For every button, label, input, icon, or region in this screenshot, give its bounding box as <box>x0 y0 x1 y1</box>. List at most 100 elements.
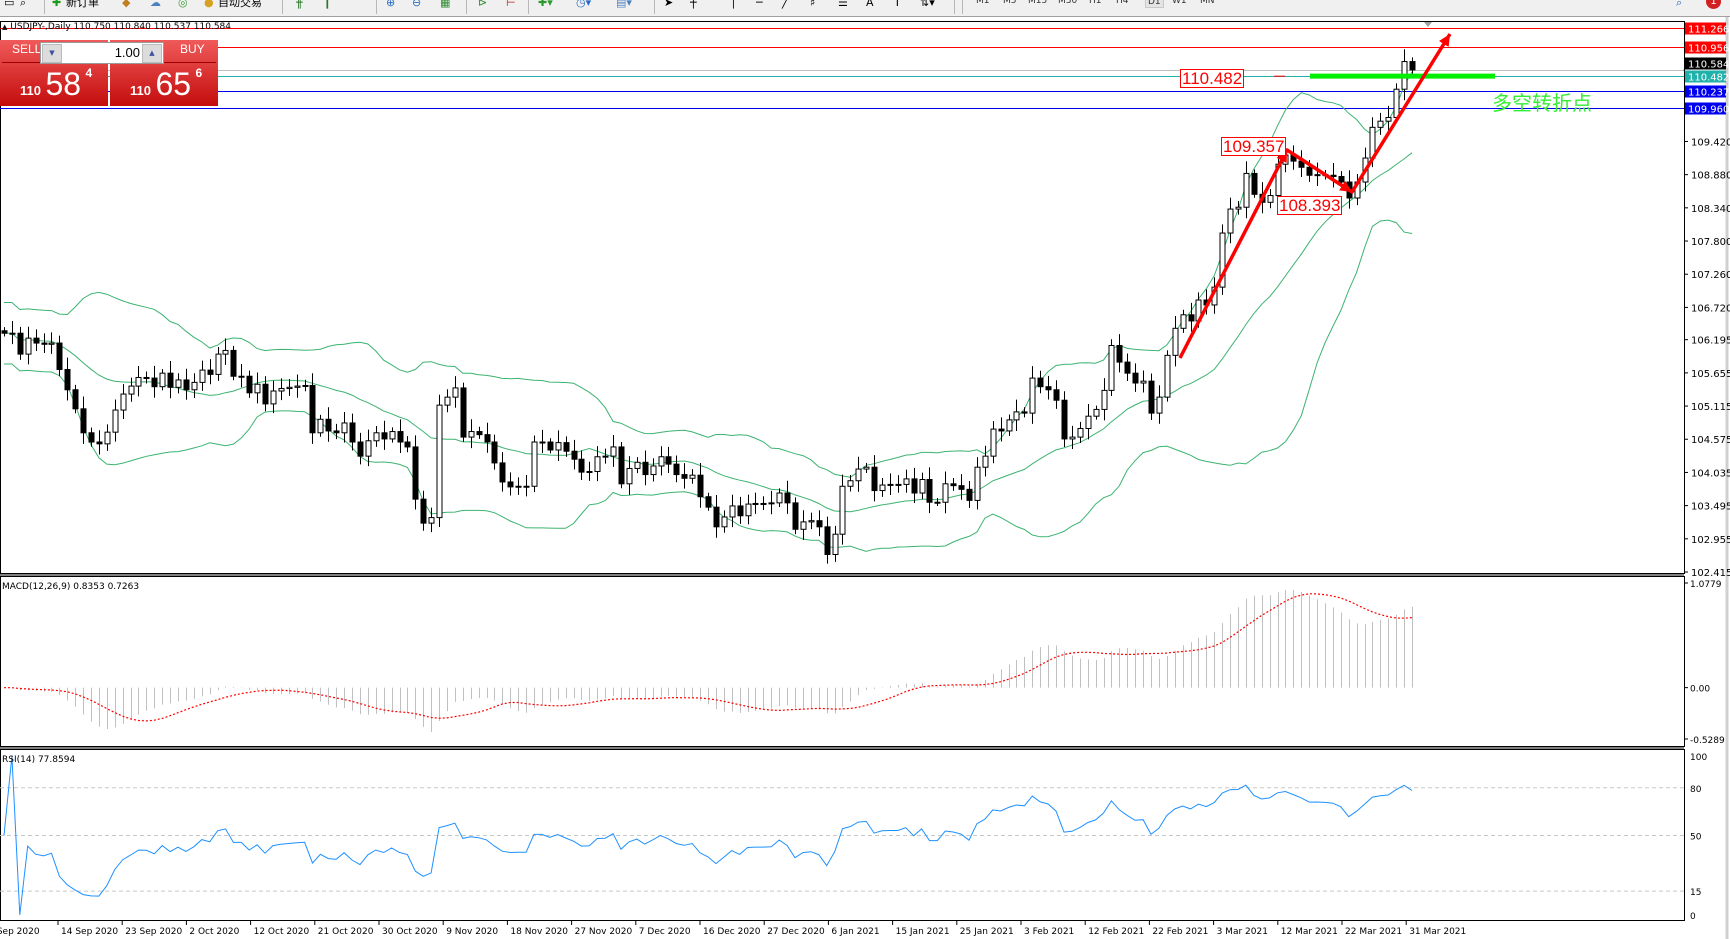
arrows-icon[interactable]: ⇅▾ <box>920 0 935 9</box>
bull-candle-body <box>48 342 55 345</box>
chart-icon[interactable]: ▭ <box>4 0 15 9</box>
bull-candle-body <box>610 446 617 457</box>
collapse-triangle-icon[interactable]: ▲ <box>2 23 8 31</box>
trendline-icon[interactable]: ╱ <box>782 0 789 9</box>
bear-candle-body <box>460 387 467 438</box>
search-icon[interactable]: ⌕ <box>1676 0 1683 9</box>
bull-candle-body <box>839 485 846 535</box>
candle <box>183 368 190 400</box>
fibonacci-icon[interactable]: ♯ <box>810 0 816 9</box>
candle <box>309 373 316 444</box>
bear-candle-body <box>357 441 364 457</box>
candle <box>199 360 206 391</box>
cursor-icon[interactable]: ➤ <box>664 0 674 9</box>
candle <box>792 497 799 535</box>
auto-trading-icon[interactable]: ● <box>204 0 214 9</box>
history-center-icon[interactable]: ◆ <box>122 0 131 9</box>
channel-icon[interactable]: ☰ <box>838 0 848 9</box>
candle <box>571 439 578 470</box>
timeframe-h1[interactable]: H1 <box>1089 0 1102 6</box>
signals-icon[interactable]: ◎ <box>178 0 188 9</box>
candlestick-icon[interactable]: ┃ <box>324 0 331 9</box>
lot-input[interactable] <box>62 44 140 60</box>
options-icon[interactable]: ☁ <box>150 0 161 9</box>
candle <box>278 378 285 401</box>
vertical-line-icon[interactable]: │ <box>730 0 737 9</box>
bear-candle-body <box>246 375 253 394</box>
candle <box>1243 161 1250 219</box>
notification-badge[interactable]: 1 <box>1706 0 1721 9</box>
templates-icon[interactable]: ▤▾ <box>616 0 632 9</box>
timeframe-m15[interactable]: M15 <box>1028 0 1048 6</box>
x-tick-label: 18 Nov 2020 <box>510 927 568 937</box>
timeframe-h4[interactable]: H4 <box>1116 0 1129 6</box>
crosshair-icon[interactable]: ┼ <box>690 0 697 9</box>
candle <box>1385 105 1392 132</box>
price-tick-label: 104.035 <box>1691 468 1730 479</box>
timeframe-mn[interactable]: MN <box>1200 0 1215 6</box>
candle <box>254 372 261 404</box>
candle <box>1377 112 1384 135</box>
autoscroll-icon[interactable]: ⊳ <box>478 0 488 9</box>
zoom-window-icon[interactable]: ⌕ <box>20 0 27 9</box>
bull-candle-body <box>270 390 277 405</box>
trough-price-label[interactable]: 108.393 <box>1277 196 1343 215</box>
bear-candle-body <box>1053 389 1060 401</box>
x-tick-label: 22 Feb 2021 <box>1152 927 1208 937</box>
text-icon[interactable]: A <box>866 0 874 9</box>
candle <box>468 419 475 449</box>
timeframe-m1[interactable]: M1 <box>976 0 990 6</box>
bear-candle-body <box>1148 380 1155 414</box>
peak-price-label[interactable]: 109.357 <box>1221 137 1287 156</box>
zoom-out-icon[interactable]: ⊖ <box>412 0 422 9</box>
pivot-point-label[interactable]: 多空转折点 <box>1492 91 1592 115</box>
candle <box>839 474 846 545</box>
candle <box>238 363 245 388</box>
bull-candle-body <box>341 422 348 434</box>
x-tick-label: 12 Oct 2020 <box>254 927 310 937</box>
level-price-label[interactable]: 110.482 <box>1180 69 1245 88</box>
new-order-icon[interactable]: ✚ <box>52 0 62 9</box>
rsi-tick-label: 80 <box>1690 785 1702 795</box>
x-tick-label: 3 Mar 2021 <box>1217 927 1268 937</box>
candle <box>357 432 364 465</box>
timeframe-m30[interactable]: M30 <box>1058 0 1078 6</box>
candle <box>784 480 791 514</box>
lot-increase-icon[interactable]: ▲ <box>142 44 162 63</box>
bull-candle-body <box>523 485 530 488</box>
bull-candle-body <box>745 503 752 517</box>
buy-button[interactable]: BUY 110 65 6 <box>110 40 218 106</box>
zoom-in-icon[interactable]: ⊕ <box>386 0 396 9</box>
new-order-button[interactable]: 新订单 <box>66 0 99 9</box>
tile-windows-icon[interactable]: ▦ <box>440 0 451 9</box>
bull-candle-body <box>1156 396 1163 414</box>
timeframe-m5[interactable]: M5 <box>1003 0 1017 6</box>
candle <box>665 446 672 474</box>
line-chart-icon[interactable]: ⌒ <box>352 0 363 9</box>
text-label-icon[interactable]: T <box>894 0 901 9</box>
chart-shift-icon[interactable]: ⊢ <box>506 0 516 9</box>
candle <box>1108 339 1115 396</box>
bull-candle-body <box>254 383 261 394</box>
bar-chart-icon[interactable]: ╫ <box>296 0 303 9</box>
x-tick-label: 25 Jan 2021 <box>960 927 1014 937</box>
timeframe-d1[interactable]: D1 <box>1145 0 1164 8</box>
bear-candle-body <box>1306 166 1313 176</box>
candle <box>452 376 459 408</box>
bull-candle-body <box>120 393 127 411</box>
x-tick-label: 23 Sep 2020 <box>125 927 182 937</box>
candle <box>120 384 127 420</box>
auto-trading-button[interactable]: 自动交易 <box>218 0 262 9</box>
lot-decrease-icon[interactable]: ▼ <box>42 44 62 63</box>
periods-icon[interactable]: ◷▾ <box>576 0 592 9</box>
candle <box>325 407 332 442</box>
bear-candle-body <box>64 368 71 391</box>
candle <box>349 413 356 451</box>
candle <box>950 477 957 491</box>
indicators-icon[interactable]: ✚▾ <box>538 0 553 9</box>
timeframe-w1[interactable]: W1 <box>1172 0 1187 6</box>
candle <box>760 496 767 510</box>
candle <box>673 455 680 483</box>
horizontal-line-icon[interactable]: ─ <box>756 0 763 9</box>
sell-price: 110 58 4 <box>20 66 93 102</box>
